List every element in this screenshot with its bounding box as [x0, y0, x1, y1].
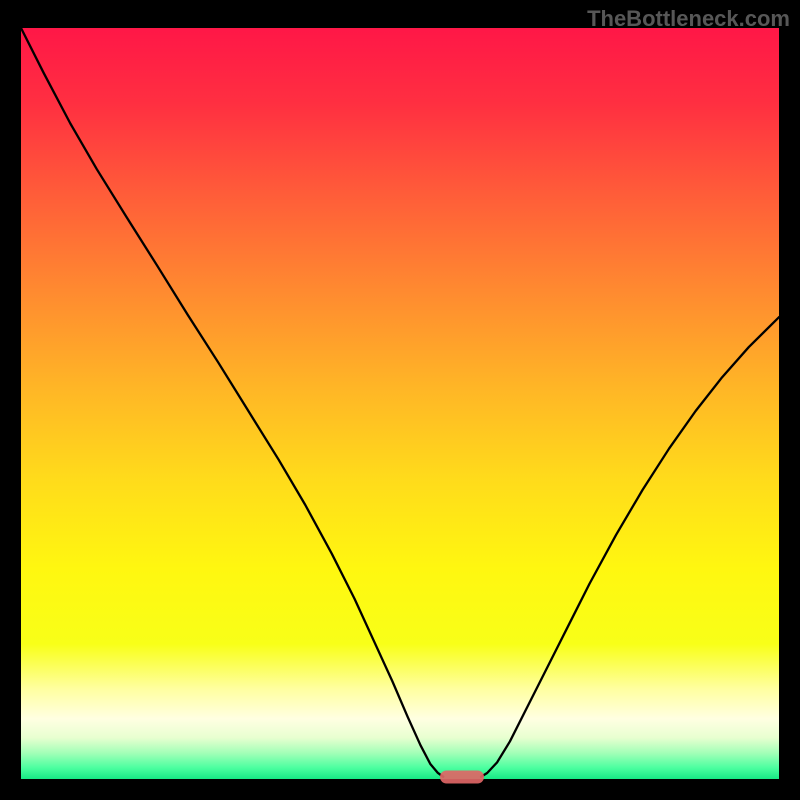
- curve-left-branch: [21, 28, 443, 777]
- chart-plot-area: [21, 28, 779, 779]
- curve-right-branch: [481, 317, 779, 777]
- min-marker-pill: [440, 771, 484, 784]
- min-marker: [440, 771, 484, 784]
- min-marker-rect: [440, 771, 484, 784]
- watermark-text: TheBottleneck.com: [587, 6, 790, 32]
- bottleneck-curve: [21, 28, 779, 779]
